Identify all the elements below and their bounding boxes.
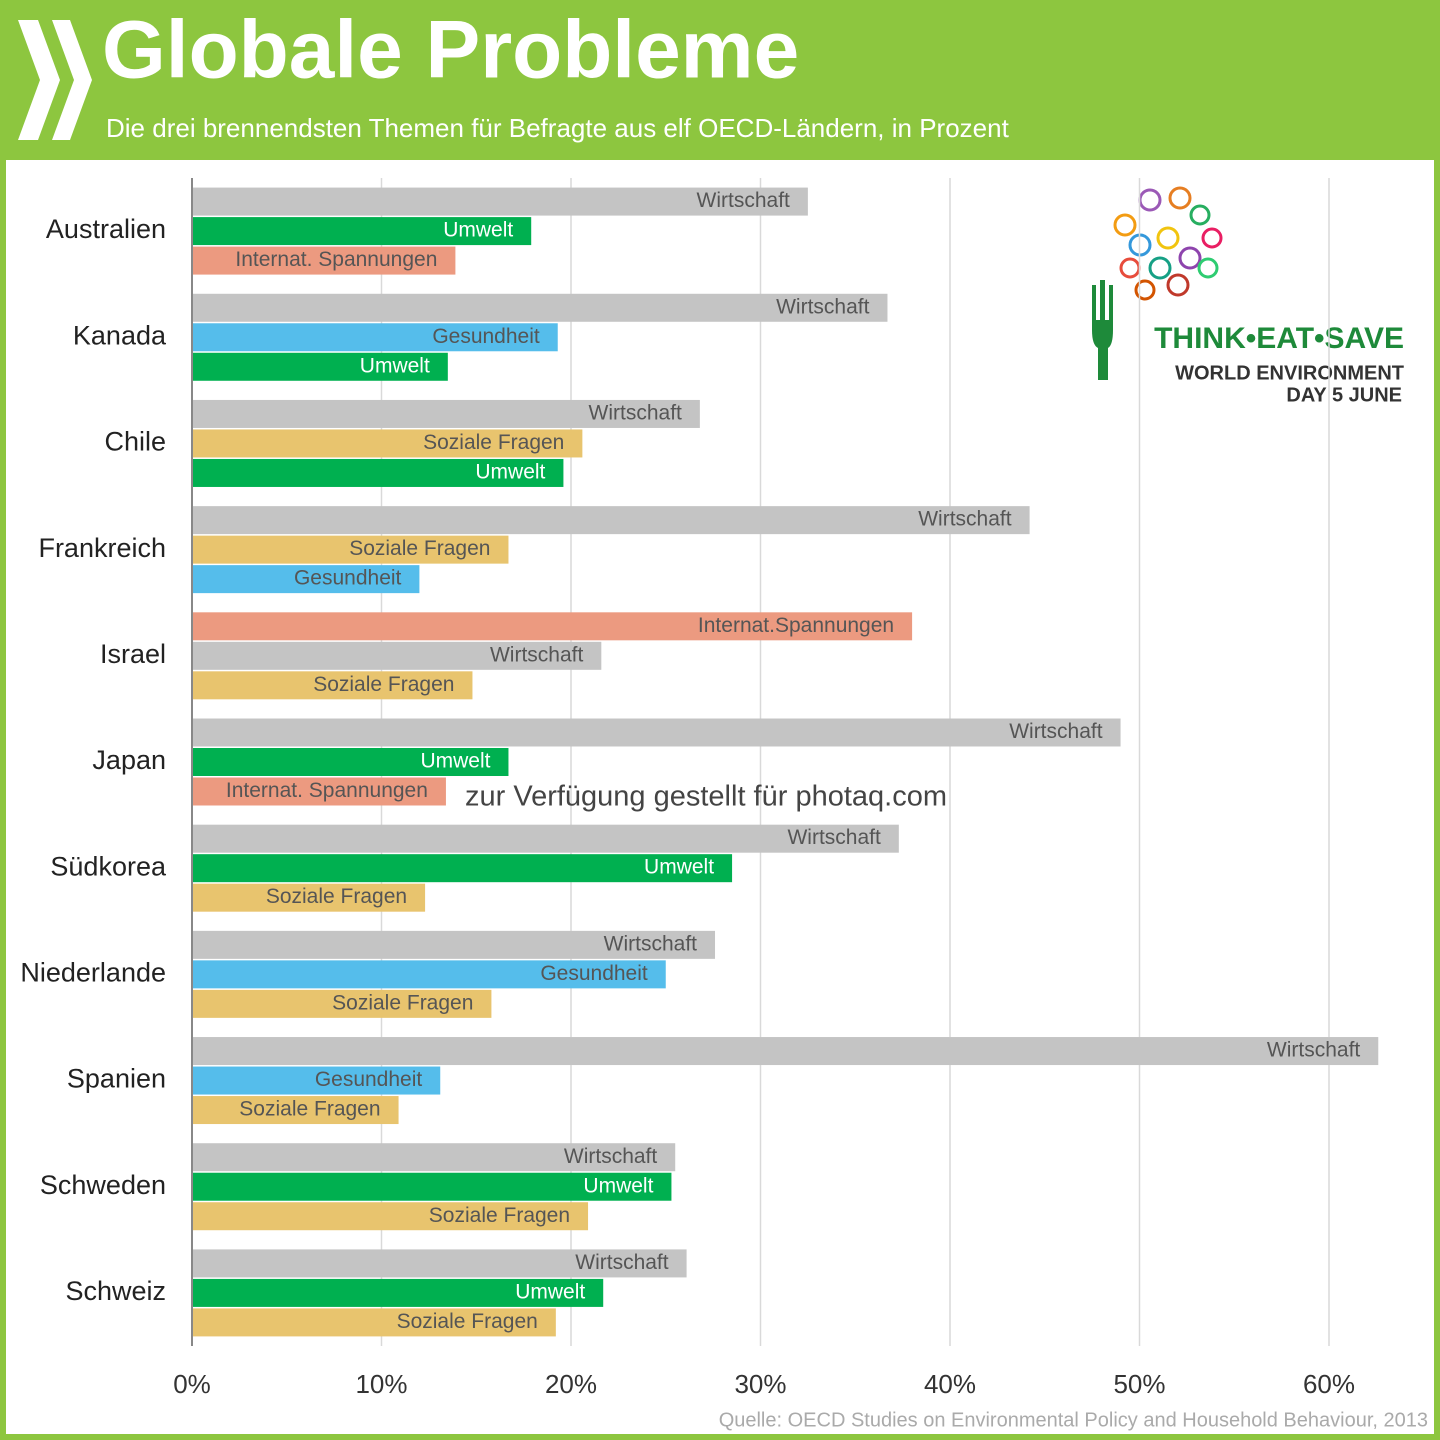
x-tick-label: 10% bbox=[355, 1369, 407, 1399]
bar bbox=[192, 352, 448, 381]
y-tick-label: Australien bbox=[46, 214, 166, 244]
wed-logo: THINK•EAT•SAVE WORLD ENVIRONMENT DAY 5 J… bbox=[1092, 186, 1404, 406]
y-tick-label: Israel bbox=[100, 639, 166, 669]
y-tick-label: Schweiz bbox=[65, 1276, 166, 1306]
y-tick-label: Schweden bbox=[40, 1170, 166, 1200]
bar bbox=[192, 671, 473, 700]
bar-label: Gesundheit bbox=[315, 1068, 423, 1091]
x-tick-label: 60% bbox=[1303, 1369, 1355, 1399]
logo-icons bbox=[1113, 186, 1223, 301]
bar bbox=[192, 748, 509, 776]
bar bbox=[192, 506, 1030, 535]
bar bbox=[192, 1037, 1379, 1066]
bar-label: Soziale Fragen bbox=[266, 885, 407, 908]
bar-label: Soziale Fragen bbox=[429, 1204, 570, 1227]
bar bbox=[192, 1066, 441, 1095]
y-tick-label: Frankreich bbox=[38, 533, 166, 563]
bar-label: Wirtschaft bbox=[1009, 720, 1103, 743]
bar-label: Wirtschaft bbox=[589, 402, 683, 425]
bar-label: Soziale Fragen bbox=[423, 431, 564, 454]
bar-label: Soziale Fragen bbox=[397, 1310, 538, 1333]
bar bbox=[192, 565, 420, 594]
bar bbox=[192, 1096, 399, 1125]
bar-label: Internat.Spannungen bbox=[698, 614, 894, 637]
bar-label: Wirtschaft bbox=[490, 643, 584, 666]
bar-label: Wirtschaft bbox=[564, 1145, 658, 1168]
x-tick-label: 40% bbox=[924, 1369, 976, 1399]
bar-label: Wirtschaft bbox=[1267, 1039, 1361, 1062]
bar bbox=[192, 1308, 556, 1337]
bar bbox=[192, 187, 808, 216]
bar bbox=[192, 217, 532, 246]
bar bbox=[192, 246, 456, 275]
bar-label: Soziale Fragen bbox=[349, 537, 490, 560]
y-tick-label: Chile bbox=[104, 427, 166, 457]
bar bbox=[192, 1202, 589, 1231]
oecd-logo bbox=[18, 20, 92, 140]
bar-label: Wirtschaft bbox=[604, 932, 698, 955]
logo-line1: THINK•EAT•SAVE bbox=[1154, 322, 1404, 355]
y-tick-label: Südkorea bbox=[50, 851, 167, 881]
bar bbox=[192, 1249, 687, 1278]
bar-label: Gesundheit bbox=[540, 962, 648, 985]
bar bbox=[192, 323, 558, 352]
bar bbox=[192, 458, 564, 487]
bar-label: Internat. Spannungen bbox=[226, 779, 428, 802]
bar bbox=[192, 777, 446, 806]
x-tick-label: 20% bbox=[545, 1369, 597, 1399]
bar bbox=[192, 1278, 604, 1307]
y-tick-label: Spanien bbox=[67, 1064, 166, 1094]
bar bbox=[192, 883, 426, 912]
x-tick-label: 30% bbox=[734, 1369, 786, 1399]
bar-label: Gesundheit bbox=[432, 325, 540, 348]
bar-label: Internat. Spannungen bbox=[235, 248, 437, 271]
logo-line3: DAY 5 JUNE bbox=[1286, 384, 1402, 406]
x-tick-label: 50% bbox=[1113, 1369, 1165, 1399]
bar bbox=[192, 1172, 672, 1201]
bar bbox=[192, 824, 899, 853]
y-tick-label: Kanada bbox=[73, 320, 167, 350]
bar bbox=[192, 612, 913, 641]
logo-line2: WORLD ENVIRONMENT bbox=[1175, 362, 1404, 384]
bar-label: Umwelt bbox=[360, 354, 430, 377]
bar-label: Umwelt bbox=[583, 1174, 653, 1197]
bar-label: Umwelt bbox=[644, 856, 714, 879]
bar bbox=[192, 718, 1121, 747]
bar-label: Gesundheit bbox=[294, 567, 402, 590]
y-tick-label: Japan bbox=[92, 745, 166, 775]
bar bbox=[192, 960, 666, 989]
bar bbox=[192, 930, 716, 959]
bar bbox=[192, 1143, 676, 1172]
bar-label: Umwelt bbox=[475, 461, 545, 484]
bar bbox=[192, 399, 700, 428]
bar bbox=[192, 989, 492, 1018]
bar-label: Soziale Fragen bbox=[313, 673, 454, 696]
bar bbox=[192, 535, 509, 564]
bar-label: Soziale Fragen bbox=[239, 1098, 380, 1121]
bar-label: Wirtschaft bbox=[697, 189, 791, 212]
bar-label: Wirtschaft bbox=[575, 1251, 669, 1274]
chart-title: Globale Probleme bbox=[102, 5, 799, 96]
fork bbox=[1092, 280, 1113, 380]
y-tick-label: Niederlande bbox=[20, 957, 166, 987]
bar-label: Umwelt bbox=[420, 750, 490, 773]
bar-label: Wirtschaft bbox=[776, 295, 870, 318]
bar-label: Umwelt bbox=[515, 1280, 585, 1303]
plot: 0% 10% 20% 30% 40% 50% 60% Australien Wirtschaft… bbox=[20, 178, 1379, 1399]
chart-subtitle: Die drei brennendsten Themen für Befragt… bbox=[106, 113, 1010, 143]
x-tick-label: 0% bbox=[173, 1369, 211, 1399]
bar-label: Wirtschaft bbox=[787, 826, 881, 849]
bar bbox=[192, 854, 733, 883]
source: Quelle: OECD Studies on Environmental Po… bbox=[719, 1409, 1428, 1431]
bar bbox=[192, 641, 602, 670]
bar bbox=[192, 293, 888, 322]
bar-label: Umwelt bbox=[443, 219, 513, 242]
bar-label: Soziale Fragen bbox=[332, 991, 473, 1014]
bar bbox=[192, 429, 583, 458]
watermark: zur Verfügung gestellt für photaq.com bbox=[465, 781, 947, 813]
bar-label: Wirtschaft bbox=[918, 508, 1012, 531]
